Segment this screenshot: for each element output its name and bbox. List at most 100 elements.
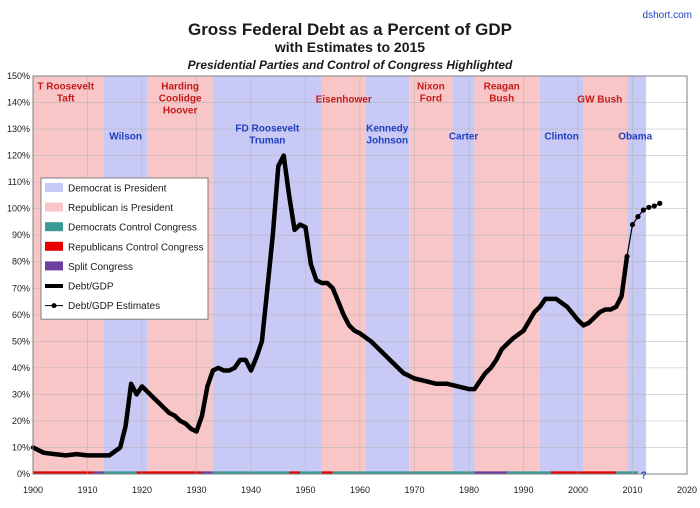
plot-frame <box>32 75 688 475</box>
debt-gdp-point <box>196 431 197 432</box>
debt-gdp-point <box>343 314 344 315</box>
debt-gdp-point <box>599 312 600 313</box>
debt-gdp-point <box>136 394 137 395</box>
debt-gdp-point <box>360 333 361 334</box>
debt-gdp-point <box>425 381 426 382</box>
y-tick-label: 60% <box>12 310 30 320</box>
y-tick-label: 10% <box>12 442 30 452</box>
debt-gdp-point <box>578 320 579 321</box>
debt-gdp-point <box>523 330 524 331</box>
debt-gdp-point <box>218 367 219 368</box>
legend-label: Debt/GDP <box>68 282 114 293</box>
congress-segment <box>507 471 551 474</box>
x-tick-label: 1910 <box>77 485 97 495</box>
legend-label: Republicans Control Congress <box>68 242 204 253</box>
debt-gdp-point <box>447 383 448 384</box>
x-tick-label: 1970 <box>404 485 424 495</box>
y-tick-label: 90% <box>12 230 30 240</box>
congress-segment <box>136 471 202 474</box>
debt-gdp-point <box>534 312 535 313</box>
debt-gdp-point <box>169 412 170 413</box>
y-tick-label: 80% <box>12 257 30 267</box>
legend-swatch <box>45 241 63 251</box>
debt-gdp-point <box>261 341 262 342</box>
chart-subtitle-2: Presidential Parties and Control of Cong… <box>188 58 513 72</box>
debt-gdp-point <box>98 455 99 456</box>
debt-gdp-point <box>403 373 404 374</box>
debt-gdp-estimate-point <box>640 207 647 213</box>
debt-gdp-estimate-point <box>624 253 630 260</box>
debt-gdp-point <box>332 288 333 289</box>
debt-gdp-point <box>240 359 241 360</box>
debt-gdp-point <box>152 397 153 398</box>
debt-gdp-point <box>414 378 415 379</box>
congress-unknown-label: ? <box>641 470 647 481</box>
president-label: GW Bush <box>577 95 622 106</box>
debt-gdp-point <box>583 325 584 326</box>
debt-gdp-point <box>43 452 44 453</box>
president-label: Nixon <box>417 81 445 92</box>
legend-swatch <box>45 222 63 232</box>
president-label: Coolidge <box>159 93 202 104</box>
x-tick-label: 1980 <box>459 485 479 495</box>
president-label: Johnson <box>366 136 408 147</box>
president-label: Hoover <box>163 105 198 116</box>
x-tick-label: 1940 <box>241 485 261 495</box>
legend-box <box>40 177 209 320</box>
debt-gdp-point <box>147 391 148 392</box>
president-label: Wilson <box>109 132 142 143</box>
debt-gdp-point <box>212 370 213 371</box>
president-label: Taft <box>57 93 75 104</box>
chart-subtitle: with Estimates to 2015 <box>274 39 425 55</box>
debt-gdp-point <box>469 389 470 390</box>
president-label: Ford <box>420 93 442 104</box>
debt-gdp-point <box>76 454 77 455</box>
debt-gdp-point <box>278 166 279 167</box>
presidency-band <box>409 76 453 474</box>
president-label: T Roosevelt <box>37 81 94 92</box>
debt-gdp-point <box>381 351 382 352</box>
x-tick-label: 1990 <box>513 485 533 495</box>
debt-gdp-point <box>245 359 246 360</box>
debt-gdp-point <box>485 373 486 374</box>
congress-segment <box>616 471 638 474</box>
congress-segment <box>550 471 617 474</box>
debt-gdp-estimate-point <box>635 214 641 220</box>
debt-gdp-point <box>65 455 66 456</box>
president-label: Kennedy <box>366 124 409 135</box>
congress-segment <box>103 471 137 474</box>
debt-gdp-point <box>251 370 252 371</box>
congress-segment <box>33 471 93 474</box>
debt-gdp-point <box>289 195 290 196</box>
legend-label: Debt/GDP Estimates <box>68 301 160 312</box>
legend-swatch <box>45 183 63 192</box>
president-label: Reagan <box>484 81 520 92</box>
debt-gdp-point <box>310 264 311 265</box>
congress-segment <box>92 471 104 474</box>
congress-segment <box>474 471 508 474</box>
debt-gdp-point <box>207 386 208 387</box>
x-tick-label: 1950 <box>295 485 315 495</box>
debt-gdp-point <box>131 383 132 384</box>
legend-label: Split Congress <box>68 262 133 273</box>
debt-gdp-estimate-point <box>629 221 636 228</box>
debt-gdp-point <box>142 386 143 387</box>
president-label: FD Roosevelt <box>235 124 300 135</box>
debt-gdp-point <box>501 349 502 350</box>
debt-gdp-point <box>272 235 273 236</box>
debt-gdp-point <box>507 343 508 344</box>
debt-gdp-point <box>556 298 557 299</box>
debt-gdp-point <box>158 402 159 403</box>
x-tick-label: 1960 <box>350 485 370 495</box>
debt-gdp-point <box>316 280 317 281</box>
debt-series <box>30 153 663 458</box>
presidency-band <box>474 76 540 474</box>
debt-gdp-point <box>256 357 257 358</box>
debt-gdp-estimate-point <box>651 203 657 209</box>
debt-gdp-point <box>594 317 595 318</box>
debt-gdp-point <box>512 338 513 339</box>
legend-label: Democrat is President <box>68 184 167 195</box>
presidency-band <box>321 76 366 474</box>
